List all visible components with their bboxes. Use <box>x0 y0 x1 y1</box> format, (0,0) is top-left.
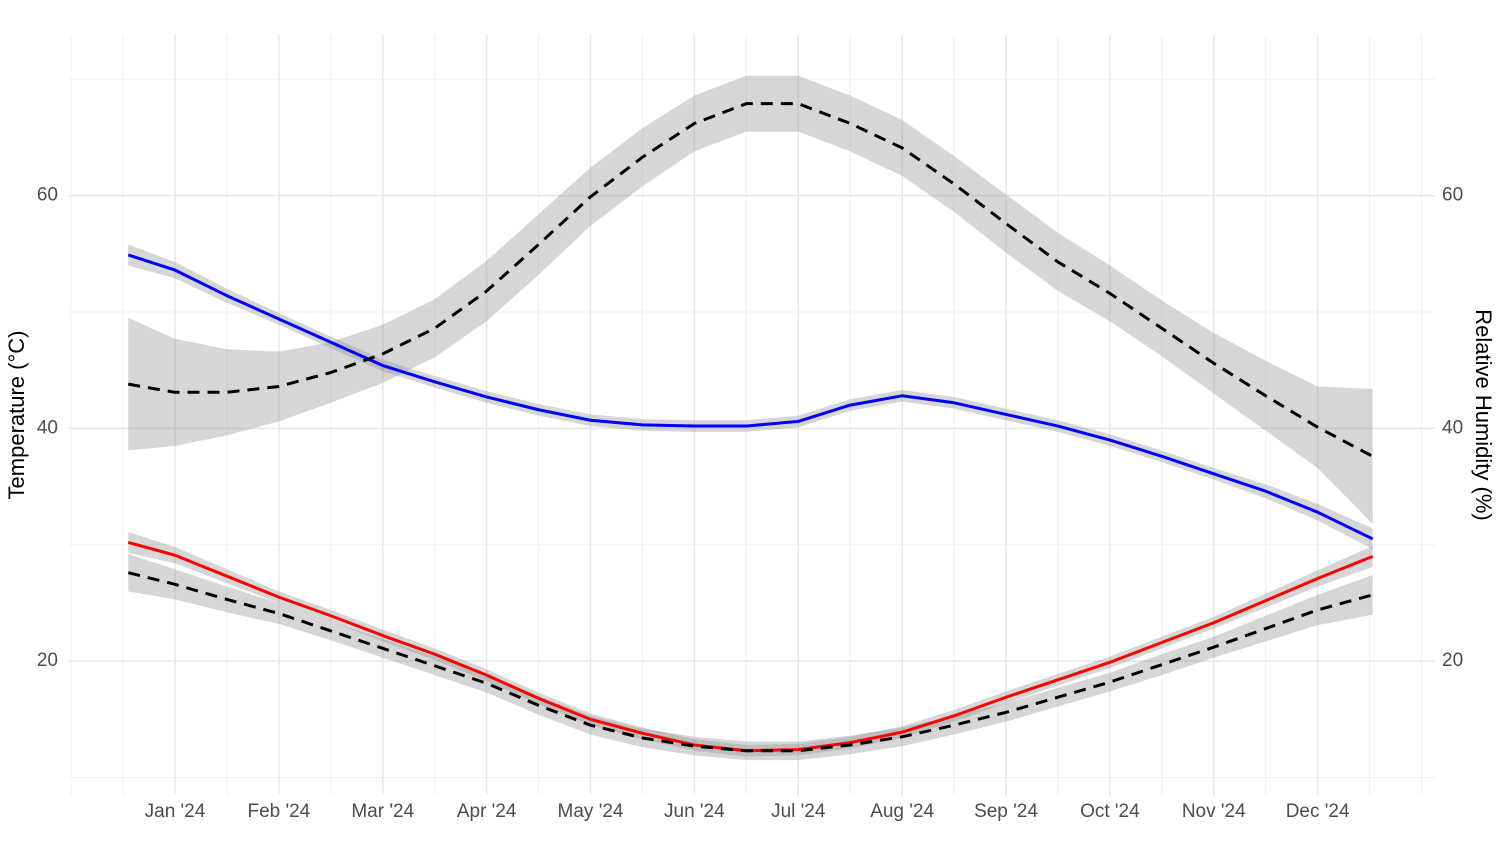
series-line <box>127 253 1374 541</box>
x-tick-label: May '24 <box>558 801 624 822</box>
x-tick-label: Aug '24 <box>870 801 934 822</box>
x-tick-label: Dec '24 <box>1286 801 1350 822</box>
series-line <box>127 571 1374 753</box>
y2-tick-label: 40 <box>1442 417 1463 438</box>
y-axis-title: Temperature (°C) <box>4 331 29 500</box>
confidence-band <box>128 75 1373 524</box>
x-tick-label: Apr '24 <box>457 801 517 822</box>
y-tick-label: 20 <box>37 650 58 671</box>
x-tick-label: Jan '24 <box>145 801 206 822</box>
x-tick-label: Feb '24 <box>247 801 310 822</box>
x-tick-label: Nov '24 <box>1182 801 1246 822</box>
y2-tick-label: 60 <box>1442 185 1463 206</box>
confidence-band <box>128 554 1373 761</box>
x-tick-label: Jun '24 <box>664 801 725 822</box>
y-tick-label: 60 <box>37 185 58 206</box>
confidence-band <box>128 531 1373 757</box>
series-line <box>127 102 1374 458</box>
x-tick-label: Sep '24 <box>974 801 1038 822</box>
y2-tick-label: 20 <box>1442 650 1463 671</box>
y-tick-label: 40 <box>37 417 58 438</box>
y2-axis-title: Relative Humidity (%) <box>1471 309 1496 521</box>
x-tick-label: Jul '24 <box>771 801 826 822</box>
x-tick-label: Mar '24 <box>351 801 414 822</box>
x-tick-label: Oct '24 <box>1080 801 1140 822</box>
